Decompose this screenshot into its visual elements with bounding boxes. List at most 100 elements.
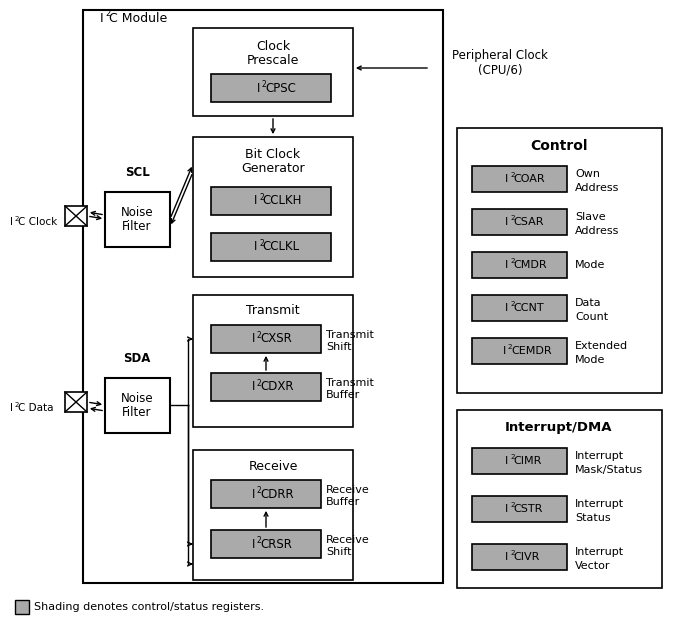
Text: Buffer: Buffer (326, 497, 360, 507)
Text: CIMR: CIMR (514, 456, 542, 466)
Text: I: I (256, 82, 260, 94)
Text: SDA: SDA (124, 352, 151, 364)
Bar (193, 28, 353, 116)
Bar (472, 166, 567, 192)
Bar (193, 295, 353, 427)
Text: I: I (10, 217, 13, 227)
Text: SCL: SCL (125, 166, 149, 178)
Text: Generator: Generator (241, 161, 305, 175)
Text: Noise: Noise (121, 205, 153, 219)
Text: I: I (506, 174, 508, 184)
Text: Mask/Status: Mask/Status (575, 465, 643, 475)
Bar (15, 600, 29, 614)
Text: 2: 2 (14, 216, 19, 222)
Text: I: I (254, 241, 257, 254)
Text: Noise: Noise (121, 391, 153, 404)
Text: I: I (506, 217, 508, 227)
Bar (472, 209, 567, 235)
Text: COAR: COAR (514, 174, 545, 184)
Text: Bit Clock: Bit Clock (246, 148, 300, 161)
Text: Peripheral Clock: Peripheral Clock (452, 48, 548, 62)
Text: I: I (503, 346, 506, 356)
Text: 2: 2 (262, 80, 267, 89)
Text: 2: 2 (510, 258, 515, 264)
Text: Receive: Receive (326, 535, 370, 545)
Bar (105, 378, 170, 433)
Text: C Data: C Data (18, 403, 53, 413)
Text: I: I (506, 552, 508, 562)
Text: Interrupt/DMA: Interrupt/DMA (506, 421, 613, 435)
Text: Receive: Receive (326, 485, 370, 495)
Text: Mode: Mode (575, 260, 605, 270)
Text: CXSR: CXSR (260, 332, 292, 345)
Bar (193, 450, 353, 580)
Text: Prescale: Prescale (247, 53, 299, 67)
Text: I: I (506, 504, 508, 514)
Bar (211, 74, 331, 102)
Text: 2: 2 (256, 331, 261, 340)
Bar (83, 10, 443, 583)
Text: Buffer: Buffer (326, 390, 360, 400)
Bar (211, 325, 321, 353)
Text: CCLKL: CCLKL (263, 241, 300, 254)
Bar (472, 448, 567, 474)
Text: I: I (506, 303, 508, 313)
Text: Slave: Slave (575, 212, 605, 222)
Bar (472, 295, 567, 321)
Text: C Clock: C Clock (18, 217, 57, 227)
Text: 2: 2 (510, 550, 515, 556)
Text: I: I (506, 456, 508, 466)
Text: Control: Control (531, 139, 588, 153)
Text: 2: 2 (259, 239, 264, 247)
Text: Transmit: Transmit (246, 305, 300, 318)
Bar (193, 137, 353, 277)
Text: CRSR: CRSR (260, 538, 292, 551)
Text: 2: 2 (510, 301, 515, 307)
Bar (65, 206, 87, 226)
Text: Shading denotes control/status registers.: Shading denotes control/status registers… (34, 602, 264, 612)
Text: 2: 2 (510, 215, 515, 222)
Text: Mode: Mode (575, 355, 605, 365)
Bar (472, 252, 567, 278)
Text: I: I (252, 381, 255, 394)
Text: 2: 2 (105, 9, 110, 18)
Bar (211, 530, 321, 558)
Text: 2: 2 (259, 193, 264, 202)
Bar (472, 544, 567, 570)
Bar (472, 496, 567, 522)
Text: I: I (506, 260, 508, 270)
Text: 2: 2 (510, 502, 515, 509)
Text: I: I (10, 403, 13, 413)
Text: 2: 2 (256, 379, 261, 387)
Bar (211, 480, 321, 508)
Text: Filter: Filter (122, 220, 152, 234)
Text: 2: 2 (256, 485, 261, 495)
Text: Interrupt: Interrupt (575, 547, 624, 557)
Text: 2: 2 (256, 536, 261, 544)
Text: Address: Address (575, 226, 620, 236)
Text: 2: 2 (510, 173, 515, 178)
Bar (211, 373, 321, 401)
Text: I: I (254, 195, 257, 207)
Text: Interrupt: Interrupt (575, 499, 624, 509)
Text: Vector: Vector (575, 561, 610, 571)
Text: CCLKH: CCLKH (263, 195, 302, 207)
Text: Count: Count (575, 312, 608, 322)
Text: CSTR: CSTR (514, 504, 543, 514)
Text: CDXR: CDXR (260, 381, 294, 394)
Text: I: I (252, 487, 255, 501)
Text: Shift: Shift (326, 547, 352, 557)
Bar (457, 410, 662, 588)
Text: 2: 2 (508, 344, 512, 350)
Text: Data: Data (575, 298, 601, 308)
Bar (457, 128, 662, 393)
Text: Clock: Clock (256, 40, 290, 53)
Text: I: I (100, 11, 104, 24)
Text: I: I (252, 332, 255, 345)
Text: Interrupt: Interrupt (575, 451, 624, 461)
Text: CMDR: CMDR (514, 260, 547, 270)
Text: Receive: Receive (248, 460, 298, 472)
Text: Shift: Shift (326, 342, 352, 352)
Bar (472, 338, 567, 364)
Text: Address: Address (575, 183, 620, 193)
